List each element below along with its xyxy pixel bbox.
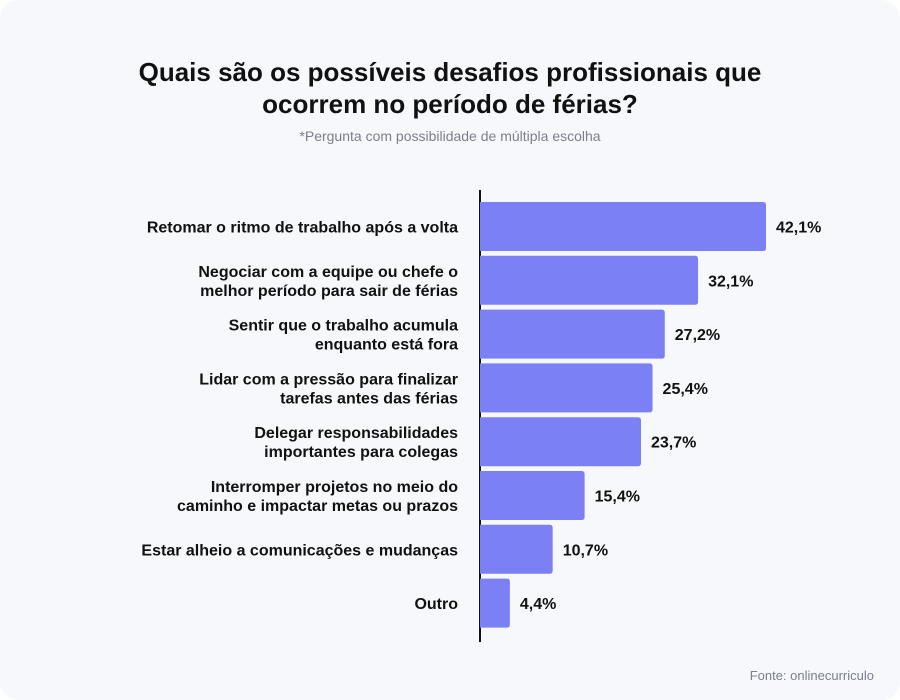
bar-value-label: 15,4% xyxy=(595,489,640,506)
category-label-line: Interromper projetos no meio do xyxy=(211,479,458,496)
bar-value-label: 42,1% xyxy=(776,220,821,237)
category-label: Delegar responsabilidades importantes par… xyxy=(254,425,458,461)
chart-title-line-1: Quais são os possíveis desafios profissi… xyxy=(138,57,762,87)
category-label-line: Estar alheio a comunicações e mudanças xyxy=(141,542,458,559)
category-label-line: melhor período para sair de férias xyxy=(200,283,458,300)
bar xyxy=(480,578,510,628)
bar xyxy=(480,255,699,305)
category-label-line: caminho e impactar metas ou prazos xyxy=(177,498,458,515)
category-label-line: Lidar com a pressão para finalizar xyxy=(199,371,458,388)
bar-value-label: 4,4% xyxy=(520,596,556,613)
bar xyxy=(480,471,585,520)
category-label-line: enquanto está fora xyxy=(315,337,458,354)
bar xyxy=(480,363,653,413)
category-label: Negociar com a equipe ou chefe o melhor p… xyxy=(198,264,458,300)
category-label: Outro xyxy=(414,596,458,613)
category-label-line: Negociar com a equipe ou chefe o xyxy=(198,264,458,281)
category-label-line: tarefas antes das férias xyxy=(280,390,458,407)
bar-value-label: 23,7% xyxy=(651,435,696,452)
category-label: Estar alheio a comunicações e mudanças xyxy=(141,542,458,559)
source-note: Fonte: onlinecurriculo xyxy=(749,668,874,683)
category-label-line: Outro xyxy=(414,596,458,613)
bar-value-label: 32,1% xyxy=(708,273,753,290)
category-label-line: importantes para colegas xyxy=(264,444,458,461)
chart-title: Quais são os possíveis desafios profissi… xyxy=(0,56,900,120)
bar-value-label: 25,4% xyxy=(663,381,708,398)
chart-subtitle: *Pergunta com possibilidade de múltipla … xyxy=(299,128,601,144)
chart-title-line-2: ocorrem no período de férias? xyxy=(262,89,638,119)
category-label: Sentir que o trabalho acumula enquanto es… xyxy=(229,318,458,354)
bar xyxy=(480,524,553,574)
bar xyxy=(480,202,766,251)
category-label-line: Delegar responsabilidades xyxy=(254,425,458,442)
bar-value-label: 10,7% xyxy=(563,542,608,559)
category-label: Retomar o ritmo de trabalho após a volta xyxy=(147,220,458,237)
bar-value-label: 27,2% xyxy=(675,327,720,344)
bar xyxy=(480,309,665,359)
category-label-line: Retomar o ritmo de trabalho após a volta xyxy=(147,220,458,237)
category-label: Interromper projetos no meio do caminho e… xyxy=(177,479,458,515)
category-label: Lidar com a pressão para finalizar tarefa… xyxy=(199,371,458,407)
bar xyxy=(480,417,642,467)
category-label-line: Sentir que o trabalho acumula xyxy=(229,318,458,335)
